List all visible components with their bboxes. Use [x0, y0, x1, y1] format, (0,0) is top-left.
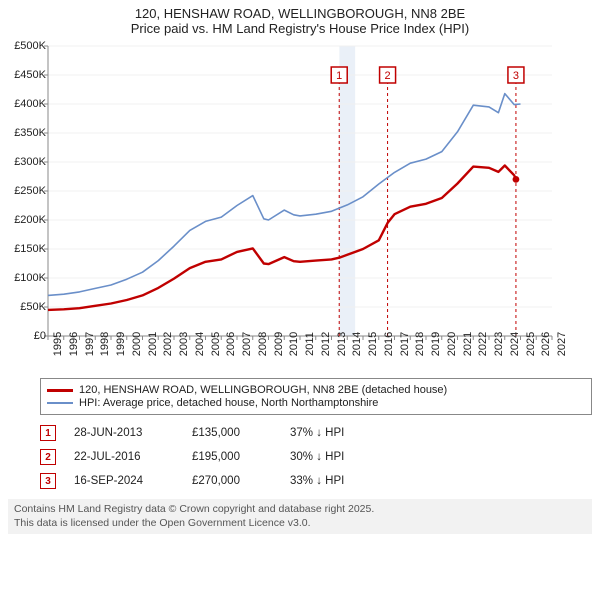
sale-row: 2 22-JUL-2016 £195,000 30% ↓ HPI [40, 445, 592, 469]
x-tick-label: 2011 [304, 332, 316, 356]
legend-row: HPI: Average price, detached house, Nort… [47, 397, 585, 409]
legend-label: 120, HENSHAW ROAD, WELLINGBOROUGH, NN8 2… [79, 384, 447, 396]
x-tick-label: 2012 [320, 332, 332, 356]
sale-badge: 2 [40, 449, 56, 465]
sale-date: 16-SEP-2024 [74, 475, 174, 487]
sale-badge: 1 [40, 425, 56, 441]
x-tick-label: 2004 [194, 332, 206, 356]
x-tick-label: 1996 [68, 332, 80, 356]
x-tick-label: 1999 [115, 332, 127, 356]
sale-diff: 37% ↓ HPI [290, 427, 390, 439]
x-tick-label: 2018 [414, 332, 426, 356]
x-tick-label: 2015 [367, 332, 379, 356]
x-tick-label: 2014 [351, 332, 363, 356]
x-tick-label: 2009 [273, 332, 285, 356]
x-tick-label: 2008 [257, 332, 269, 356]
x-tick-label: 2010 [288, 332, 300, 356]
series-hpi [48, 94, 521, 296]
y-tick-label: £450K [6, 69, 46, 81]
x-tick-label: 2026 [540, 332, 552, 356]
x-tick-label: 2022 [477, 332, 489, 356]
x-tick-label: 2013 [336, 332, 348, 356]
sale-marker-badge: 2 [380, 67, 396, 83]
legend: 120, HENSHAW ROAD, WELLINGBOROUGH, NN8 2… [40, 378, 592, 415]
svg-text:2: 2 [385, 70, 391, 82]
y-tick-label: £500K [6, 40, 46, 52]
y-tick-label: £100K [6, 272, 46, 284]
series-price_paid [48, 166, 516, 310]
x-tick-label: 2016 [383, 332, 395, 356]
y-tick-label: £300K [6, 156, 46, 168]
legend-label: HPI: Average price, detached house, Nort… [79, 397, 378, 409]
svg-text:1: 1 [336, 70, 342, 82]
legend-swatch [47, 389, 73, 392]
x-tick-label: 2005 [210, 332, 222, 356]
y-tick-label: £200K [6, 214, 46, 226]
chart-svg: 1 2 3 [8, 42, 556, 372]
chart-title-block: 120, HENSHAW ROAD, WELLINGBOROUGH, NN8 2… [0, 0, 600, 38]
sale-price: £270,000 [192, 475, 272, 487]
sale-diff: 33% ↓ HPI [290, 475, 390, 487]
x-tick-label: 2006 [225, 332, 237, 356]
sale-badge: 3 [40, 473, 56, 489]
x-tick-label: 2021 [462, 332, 474, 356]
sale-price: £195,000 [192, 451, 272, 463]
svg-text:3: 3 [513, 70, 519, 82]
y-tick-label: £350K [6, 127, 46, 139]
sale-row: 1 28-JUN-2013 £135,000 37% ↓ HPI [40, 421, 592, 445]
x-tick-label: 1995 [52, 332, 64, 356]
y-tick-label: £250K [6, 185, 46, 197]
footer-line-1: Contains HM Land Registry data © Crown c… [14, 503, 586, 517]
x-tick-label: 1998 [99, 332, 111, 356]
sales-table: 1 28-JUN-2013 £135,000 37% ↓ HPI 2 22-JUL-201… [40, 421, 592, 493]
title-line-1: 120, HENSHAW ROAD, WELLINGBOROUGH, NN8 2… [8, 6, 592, 21]
sale-price: £135,000 [192, 427, 272, 439]
x-tick-label: 2017 [399, 332, 411, 356]
x-tick-label: 2020 [446, 332, 458, 356]
y-tick-label: £150K [6, 243, 46, 255]
x-tick-label: 2002 [162, 332, 174, 356]
y-tick-label: £400K [6, 98, 46, 110]
x-tick-label: 2019 [430, 332, 442, 356]
sale-diff: 30% ↓ HPI [290, 451, 390, 463]
x-tick-label: 2027 [556, 332, 568, 356]
sale-marker-badge: 1 [331, 67, 347, 83]
x-tick-label: 2003 [178, 332, 190, 356]
footer-attribution: Contains HM Land Registry data © Crown c… [8, 499, 592, 534]
chart-area: £0 £50K £100K £150K £200K £250K £300K £350K £400… [8, 42, 556, 372]
x-tick-label: 2025 [525, 332, 537, 356]
x-tick-label: 1997 [84, 332, 96, 356]
sale-row: 3 16-SEP-2024 £270,000 33% ↓ HPI [40, 469, 592, 493]
legend-swatch [47, 402, 73, 404]
y-tick-label: £50K [6, 301, 46, 313]
x-tick-label: 2023 [493, 332, 505, 356]
sale-date: 22-JUL-2016 [74, 451, 174, 463]
sale-date: 28-JUN-2013 [74, 427, 174, 439]
x-tick-label: 2007 [241, 332, 253, 356]
sale-marker-badge: 3 [508, 67, 524, 83]
title-line-2: Price paid vs. HM Land Registry's House … [8, 21, 592, 36]
footer-line-2: This data is licensed under the Open Gov… [14, 517, 586, 531]
x-tick-label: 2001 [147, 332, 159, 356]
series-end-marker [513, 176, 520, 183]
x-tick-label: 2000 [131, 332, 143, 356]
y-tick-label: £0 [6, 330, 46, 342]
x-tick-label: 2024 [509, 332, 521, 356]
legend-row: 120, HENSHAW ROAD, WELLINGBOROUGH, NN8 2… [47, 384, 585, 396]
